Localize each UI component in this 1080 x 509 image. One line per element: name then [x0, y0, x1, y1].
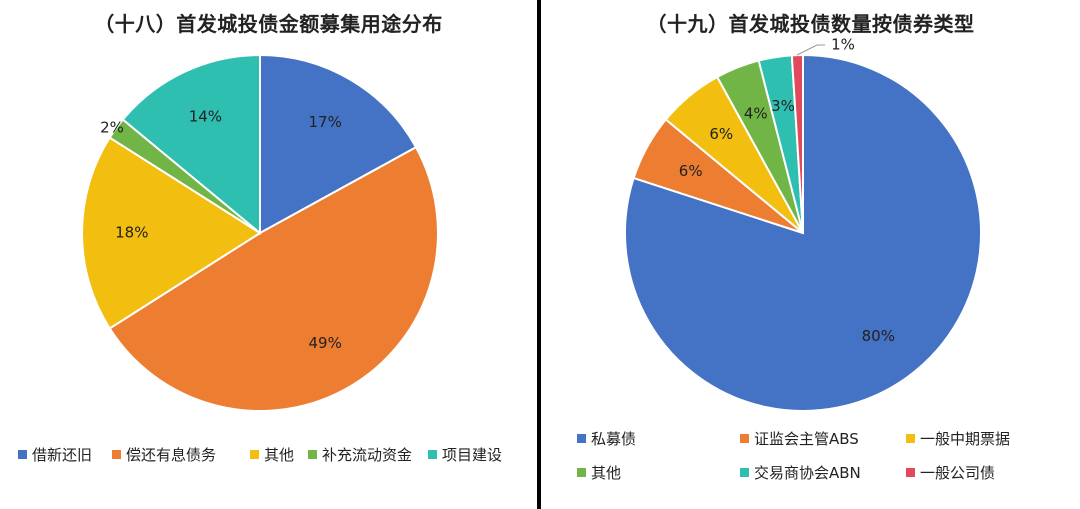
legend-label: 证监会主管ABS [754, 430, 859, 448]
chart-title-bond-type: （十九）首发城投债数量按债券类型 [646, 12, 975, 36]
pie-slice-1 [623, 53, 982, 412]
legend-label: 一般中期票据 [920, 430, 1011, 448]
legend-label: 其他 [591, 464, 622, 482]
legend-item: 其他 [250, 444, 294, 465]
data-label: 6% [679, 162, 703, 180]
data-label: 3% [771, 97, 795, 115]
data-label: 2% [100, 119, 124, 137]
pie-slice-1 [259, 53, 418, 235]
legend-label: 偿还有息债务 [126, 446, 217, 464]
legend-swatch [577, 434, 586, 443]
legend-swatch [308, 450, 317, 459]
legend-label: 交易商协会ABN [754, 464, 861, 482]
legend-swatch [906, 468, 915, 477]
legend-item: 补充流动资金 [308, 444, 412, 465]
data-label: 6% [709, 125, 733, 143]
legend-label: 借新还旧 [32, 446, 93, 464]
legend-item: 偿还有息债务 [112, 444, 216, 465]
data-label: 4% [744, 104, 768, 122]
legend-swatch [250, 450, 259, 459]
legend-item: 一般中期票据 [906, 428, 1010, 449]
legend-label: 私募债 [591, 430, 637, 448]
legend-swatch [906, 434, 915, 443]
panel-divider [537, 0, 541, 509]
pie-slice-3 [81, 136, 262, 330]
pie-chart-usage: 17% 49% 18% 2% 14% [81, 53, 439, 412]
data-label: 49% [309, 334, 342, 352]
data-label: 18% [115, 224, 148, 242]
data-label: 14% [189, 108, 222, 126]
label-leader-line [796, 44, 825, 56]
legend-label: 一般公司债 [920, 464, 996, 482]
legend-item: 一般公司债 [906, 462, 995, 483]
pie-slice-2 [108, 145, 439, 412]
legend-swatch [428, 450, 437, 459]
data-label: 17% [309, 113, 342, 131]
legend-swatch [740, 468, 749, 477]
legend-swatch [18, 450, 27, 459]
legend-item: 其他 [577, 462, 621, 483]
data-label: 1% [831, 36, 855, 54]
legend-label: 补充流动资金 [322, 446, 413, 464]
legend-swatch [112, 450, 121, 459]
legend-swatch [577, 468, 586, 477]
legend-item: 证监会主管ABS [740, 428, 859, 449]
data-label: 80% [862, 327, 895, 345]
legend-item: 交易商协会ABN [740, 462, 861, 483]
chart-title-usage: （十八）首发城投债金额募集用途分布 [94, 12, 443, 36]
pie-chart-bond-type: 80% 6% 6% 4% 3% 1% [623, 36, 982, 412]
legend-item: 私募债 [577, 428, 636, 449]
legend-label: 其他 [264, 446, 295, 464]
legend-item: 项目建设 [428, 444, 502, 465]
legend-swatch [740, 434, 749, 443]
legend-item: 借新还旧 [18, 444, 92, 465]
legend-label: 项目建设 [442, 446, 503, 464]
pie-slice-5 [121, 53, 261, 236]
